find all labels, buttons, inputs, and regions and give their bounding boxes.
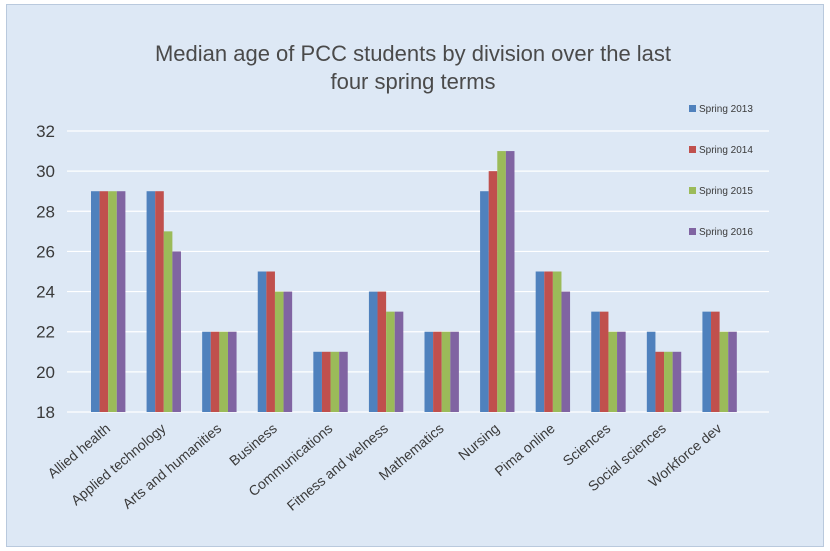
bar <box>339 351 348 412</box>
bar <box>608 331 618 412</box>
y-tick-label: 26 <box>36 242 55 261</box>
bar <box>155 191 164 412</box>
bar <box>728 331 737 412</box>
y-axis: 18 20 22 24 26 28 30 32 <box>36 122 55 422</box>
bar <box>377 291 387 412</box>
x-tick-label: Fitness and welness <box>284 420 391 514</box>
bar <box>274 291 284 412</box>
bar <box>424 331 434 412</box>
bar-chart: Median age of PCC students by division o… <box>36 41 769 514</box>
bar <box>202 331 211 412</box>
bar <box>599 311 609 412</box>
y-tick-label: 18 <box>36 403 55 422</box>
bar <box>505 151 515 413</box>
x-tick-label: Business <box>226 420 280 469</box>
bar <box>552 271 562 412</box>
bar <box>257 271 267 412</box>
x-tick-label: Arts and humanities <box>119 420 224 512</box>
bar <box>535 271 545 412</box>
y-tick-label: 30 <box>36 162 55 181</box>
bar <box>227 331 237 412</box>
bar <box>330 351 340 412</box>
bar <box>283 291 293 412</box>
bar <box>655 351 665 412</box>
bar <box>711 311 720 412</box>
bar <box>433 331 442 412</box>
chart-area: Median age of PCC students by division o… <box>6 4 824 547</box>
legend-label: Spring 2015 <box>699 186 753 197</box>
x-tick-label: Pima online <box>491 420 557 479</box>
bar <box>116 191 126 412</box>
bar <box>313 351 322 412</box>
bar <box>321 351 331 412</box>
bar <box>480 191 489 412</box>
legend-swatch <box>689 146 696 153</box>
legend-swatch <box>689 228 696 235</box>
legend-label: Spring 2016 <box>699 227 753 238</box>
bar <box>719 331 729 412</box>
bar <box>146 191 156 412</box>
x-tick-label: Applied technology <box>68 420 169 508</box>
bar <box>172 251 181 412</box>
y-tick-label: 22 <box>36 323 55 342</box>
bar <box>488 171 498 412</box>
bar <box>394 311 404 412</box>
y-tick-label: 20 <box>36 363 55 382</box>
legend-label: Spring 2013 <box>699 104 753 115</box>
y-tick-label: 24 <box>36 283 55 302</box>
bar <box>91 191 100 412</box>
bar <box>219 331 228 412</box>
y-tick-label: 32 <box>36 122 55 141</box>
bar <box>450 331 459 412</box>
x-tick-label: Sciences <box>560 420 614 469</box>
bar <box>617 331 626 412</box>
bar <box>108 191 117 412</box>
gridlines <box>67 130 769 413</box>
bar <box>702 311 712 412</box>
bar <box>386 311 395 412</box>
legend-swatch <box>689 105 696 112</box>
bar <box>99 191 109 412</box>
y-tick-label: 28 <box>36 202 55 221</box>
bar <box>441 331 451 412</box>
bar <box>561 291 571 412</box>
bar <box>368 291 378 412</box>
bar <box>266 271 275 412</box>
chart-title-line-2: four spring terms <box>330 69 495 94</box>
bar <box>664 351 673 412</box>
legend-swatch <box>689 187 696 194</box>
x-tick-label: Nursing <box>455 420 502 463</box>
bars <box>91 151 737 413</box>
bar <box>163 231 173 412</box>
bar <box>672 351 682 412</box>
legend: Spring 2013 Spring 2014 Spring 2015 Spring … <box>689 104 753 238</box>
bar <box>210 331 220 412</box>
bar <box>646 331 656 412</box>
bar <box>544 271 553 412</box>
bar <box>591 311 600 412</box>
bar <box>497 151 506 413</box>
chart-title-line-1: Median age of PCC students by division o… <box>155 41 671 66</box>
legend-label: Spring 2014 <box>699 145 753 156</box>
